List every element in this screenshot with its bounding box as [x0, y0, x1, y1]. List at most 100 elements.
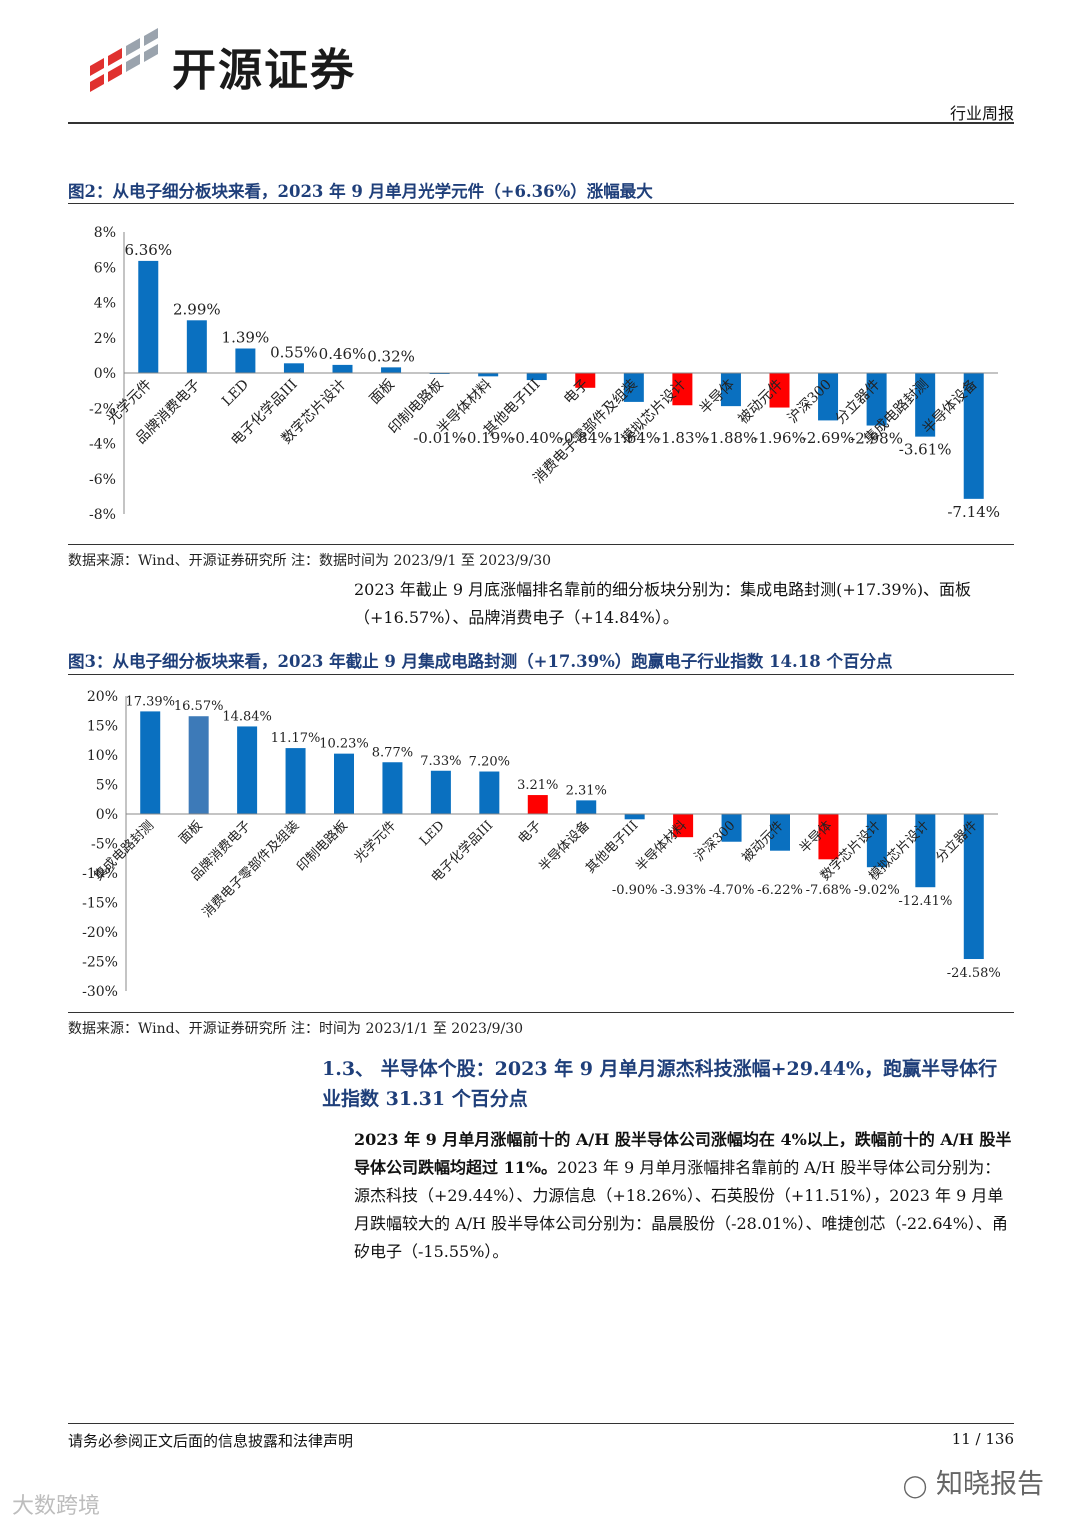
y-tick-label: -15% [82, 896, 118, 912]
category-label: 电子 [516, 818, 545, 847]
bar [673, 814, 694, 838]
bar [915, 373, 936, 437]
watermark-right-text: 知晓报告 [936, 1469, 1044, 1500]
bar [478, 373, 499, 377]
bar [720, 373, 741, 407]
data-label: -2.69% [802, 429, 855, 447]
bar [963, 814, 984, 960]
bar [769, 373, 790, 408]
y-tick-label: 0% [94, 366, 116, 382]
category-label: 消费电子零部件及组装 [200, 818, 303, 921]
bar [624, 814, 645, 820]
paragraph-semiconductor-rest: 2023 年 9 月单月涨幅排名靠前的 A/H 股半导体公司分别为：源杰科技（+… [354, 1158, 1008, 1261]
data-label: 7.20% [469, 755, 510, 770]
paragraph-semiconductor-bold: 2023 年 9 月单月涨幅前十的 A/H 股半导体公司涨幅均在 4%以上，跌幅… [354, 1130, 1012, 1177]
data-label: 16.57% [174, 699, 224, 714]
y-tick-label: 10% [87, 748, 118, 764]
y-tick-label: -30% [82, 984, 118, 1000]
paragraph-semiconductor: 2023 年 9 月单月涨幅前十的 A/H 股半导体公司涨幅均在 4%以上，跌幅… [322, 1126, 1014, 1266]
data-label: -9.02% [854, 883, 900, 898]
category-label: 印制电路板 [294, 818, 351, 875]
bar [285, 748, 306, 814]
bar [186, 320, 207, 373]
watermark-right: ◯ 知晓报告 [903, 1462, 1044, 1501]
data-label: -7.68% [806, 883, 852, 898]
y-tick-label: -20% [82, 925, 118, 941]
category-label: 半导体材料 [633, 818, 690, 875]
data-label: -0.90% [612, 883, 658, 898]
footer-divider [68, 1423, 1014, 1424]
wechat-icon: ◯ [902, 1474, 928, 1499]
watermark-left-text: 大数跨境 [12, 1494, 101, 1519]
data-label: -0.40% [510, 429, 563, 447]
y-tick-label: -10% [82, 866, 118, 882]
bar [866, 814, 887, 868]
bar [963, 373, 984, 499]
data-label: -1.64% [607, 429, 660, 447]
data-label: 2.31% [566, 783, 607, 798]
data-label: 1.39% [222, 329, 270, 347]
data-label: 7.33% [420, 754, 461, 769]
figure3-top-divider [68, 674, 1014, 675]
company-logo [88, 28, 418, 98]
y-tick-label: 5% [96, 778, 118, 794]
data-label: 2.99% [173, 300, 221, 318]
bar [576, 800, 597, 814]
data-label: -12.41% [898, 894, 952, 909]
page-number: 11 / 136 [951, 1430, 1014, 1448]
figure2-title: 图2：从电子细分板块来看，2023 年 9 月单月光学元件（+6.36%）涨幅最… [68, 182, 653, 201]
paragraph-top-sectors: 2023 年截止 9 月底涨幅排名靠前的细分板块分别为：集成电路封测(+17.3… [322, 576, 1014, 632]
bar [188, 716, 209, 814]
data-label: 0.46% [319, 345, 367, 363]
bar [770, 814, 790, 851]
figure2-bottom-divider [68, 544, 1014, 545]
data-label: 0.55% [270, 343, 318, 361]
figure3-bottom-divider [68, 1012, 1014, 1013]
data-label: -0.01% [413, 429, 466, 447]
data-label: 10.23% [319, 737, 369, 752]
y-tick-label: 6% [94, 260, 116, 276]
data-label: 0.32% [367, 347, 415, 365]
data-label: -3.61% [899, 441, 952, 459]
data-label: 3.21% [517, 778, 558, 793]
data-label: -0.19% [462, 429, 515, 447]
category-label: 面板 [176, 818, 205, 847]
bar [332, 364, 353, 373]
report-type: 行业周报 [949, 104, 1014, 123]
bar [140, 711, 161, 814]
logo-mark-icon [90, 28, 158, 92]
bar [235, 348, 256, 373]
category-label: 其他电子III [583, 818, 641, 876]
figure2-top-divider [68, 203, 1014, 204]
bar [527, 795, 548, 814]
category-label: LED [417, 818, 448, 849]
data-label: 14.84% [222, 709, 272, 724]
y-tick-label: -2% [89, 401, 116, 417]
y-tick-label: -4% [89, 437, 116, 453]
figure2-chart: 8%6%4%2%0%-2%-4%-6%-8%6.36%光学元件2.99%品牌消费… [89, 225, 1000, 523]
data-label: 8.77% [372, 745, 413, 760]
bar [138, 260, 159, 373]
bar [526, 373, 547, 381]
figure3-chart: 20% 15% 10% 5% 0% -5% -10% -15% -20% -25% -30% 17.3… [82, 689, 1001, 1000]
y-tick-label: -6% [89, 472, 116, 488]
bar [381, 367, 402, 373]
bar [237, 726, 258, 814]
paragraph-top-sectors-text: 2023 年截止 9 月底涨幅排名靠前的细分板块分别为：集成电路封测(+17.3… [354, 580, 972, 627]
bar [721, 814, 742, 842]
section-heading: 1.3、 半导体个股：2023 年 9 月单月源杰科技涨幅+29.44%，跑赢半… [322, 1058, 998, 1110]
data-label: 6.36% [124, 241, 172, 259]
data-label: -1.88% [705, 429, 758, 447]
bar [672, 373, 693, 406]
y-tick-label: 8% [94, 225, 116, 241]
bar [818, 814, 839, 860]
data-label: -3.93% [660, 883, 706, 898]
data-label: -1.83% [656, 429, 709, 447]
bar [623, 373, 644, 402]
y-tick-label: -8% [89, 507, 116, 523]
bar [575, 373, 596, 388]
bar [382, 762, 403, 814]
y-tick-label: 0% [96, 807, 118, 823]
bar [818, 373, 839, 421]
y-tick-label: -25% [82, 955, 118, 971]
